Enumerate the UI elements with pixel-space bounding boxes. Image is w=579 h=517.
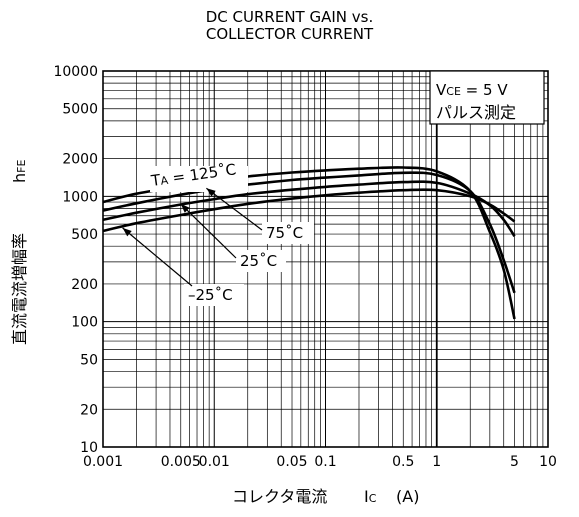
condition-vce: VCE = 5 V [436, 81, 508, 99]
annotation-bg [184, 284, 244, 306]
y-tick-label: 20 [80, 402, 98, 418]
x-axis-symbol: IC [364, 487, 377, 506]
annotation-arrowhead [180, 203, 190, 213]
y-axis-symbol: hFE [10, 160, 29, 183]
annotation-arrowhead [206, 188, 216, 197]
y-tick-label: 5000 [62, 102, 98, 118]
x-tick-label: 1 [432, 454, 441, 470]
chart-title-line1: DC CURRENT GAIN vs. [205, 8, 374, 26]
y-tick-label: 500 [71, 227, 98, 243]
y-tick-label: 100 [71, 315, 98, 331]
x-tick-label: 10 [539, 454, 557, 470]
x-axis-label: コレクタ電流 [232, 487, 327, 506]
annotation-bg [262, 222, 314, 244]
plot-frame [102, 70, 549, 448]
x-tick-label: 0.05 [276, 454, 307, 470]
grid-lines [103, 71, 548, 447]
x-tick-label: 0.01 [199, 454, 230, 470]
x-tick-label: 5 [510, 454, 519, 470]
annotation-layer: TA = 125˚C75˚C25˚C–25˚C [122, 160, 314, 306]
y-tick-label: 1000 [62, 189, 98, 205]
annotation-leader [206, 187, 263, 231]
annotation-leader [122, 227, 193, 287]
annotation-label-1: 75˚C [266, 224, 303, 242]
y-tick-label: 10 [80, 440, 98, 456]
y-axis-label: 直流電流増幅率 [10, 233, 29, 345]
annotation-label-3: –25˚C [188, 286, 233, 304]
annotation-bg [150, 166, 248, 192]
x-tick-label: 0.001 [83, 454, 123, 470]
chart-title-line2: COLLECTOR CURRENT [205, 25, 374, 43]
annotation-bg [236, 250, 286, 272]
x-tick-label: 0.1 [314, 454, 336, 470]
condition-pulse: パルス測定 [436, 103, 516, 122]
y-tick-label: 10000 [53, 64, 98, 80]
series-line-3 [102, 188, 516, 233]
annotation-leader [180, 203, 237, 259]
x-tick-label: 0.005 [161, 454, 201, 470]
x-axis-unit: (A) [396, 487, 419, 506]
y-tick-label: 50 [80, 352, 98, 368]
y-tick-label: 2000 [62, 152, 98, 168]
y-tick-label: 200 [71, 277, 98, 293]
condition-box [429, 70, 545, 125]
annotation-arrowhead [122, 227, 132, 237]
annotation-label-2: 25˚C [240, 252, 277, 270]
series-line-1 [102, 171, 516, 294]
x-tick-label: 0.5 [392, 454, 414, 470]
